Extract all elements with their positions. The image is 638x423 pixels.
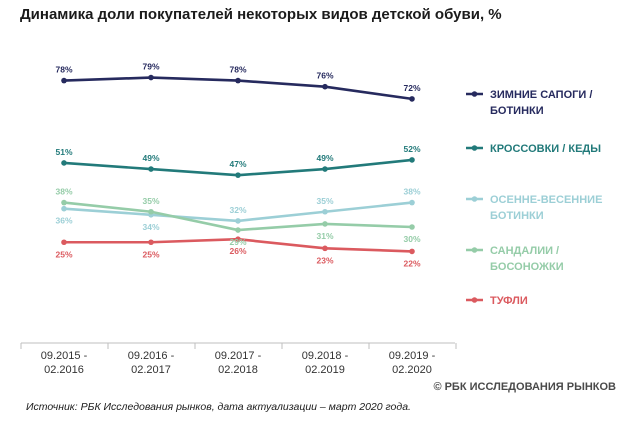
data-point xyxy=(409,248,415,255)
data-label: 52% xyxy=(403,144,420,154)
data-point xyxy=(148,239,154,246)
data-label: 72% xyxy=(403,83,420,93)
data-point xyxy=(409,224,415,230)
data-point xyxy=(235,172,241,178)
legend-label: ОСЕННЕ-ВЕСЕННИЕ БОТИНКИ xyxy=(490,194,602,222)
data-label: 51% xyxy=(55,147,72,157)
data-label: 35% xyxy=(142,196,159,206)
data-label: 76% xyxy=(316,71,333,81)
data-point xyxy=(235,236,241,242)
data-point xyxy=(61,199,67,206)
data-point xyxy=(322,245,328,252)
data-label: 79% xyxy=(142,62,159,72)
x-tick-label: 09.2016 -02.2017 xyxy=(128,350,175,376)
legend-label: ТУФЛИ xyxy=(490,295,528,307)
data-label: 25% xyxy=(55,249,72,259)
chart-title: Динамика доли покупателей некоторых видо… xyxy=(20,6,502,23)
legend-swatch-marker xyxy=(471,297,478,303)
x-tick-label: 09.2018 -02.2019 xyxy=(302,350,349,376)
data-point xyxy=(322,83,328,90)
data-point xyxy=(61,77,67,84)
x-tick-label: 09.2015 -02.2016 xyxy=(41,350,88,376)
data-point xyxy=(61,205,67,212)
data-point xyxy=(235,227,241,233)
data-point xyxy=(148,208,154,215)
data-point xyxy=(322,208,328,215)
x-tick-label: 09.2017 -02.2018 xyxy=(215,350,262,376)
data-label: 35% xyxy=(316,196,333,206)
data-label: 32% xyxy=(229,205,246,215)
data-label: 34% xyxy=(142,222,159,232)
data-label: 38% xyxy=(403,187,420,197)
data-label: 78% xyxy=(229,65,246,75)
legend-swatch-marker xyxy=(471,145,478,151)
data-label: 31% xyxy=(316,231,333,241)
legend-label: КРОССОВКИ / КЕДЫ xyxy=(490,143,601,155)
data-label: 30% xyxy=(403,234,420,244)
data-point xyxy=(322,166,328,172)
legend-swatch-marker xyxy=(471,247,478,253)
data-point xyxy=(61,239,67,246)
data-label: 78% xyxy=(55,65,72,75)
data-point xyxy=(322,221,328,227)
data-point xyxy=(409,96,415,102)
data-point xyxy=(148,74,154,81)
data-point xyxy=(409,199,415,206)
data-label: 26% xyxy=(229,246,246,256)
data-point xyxy=(409,157,415,163)
data-label: 23% xyxy=(316,255,333,265)
legend-swatch-marker xyxy=(471,196,478,202)
source-note: Источник: РБК Исследования рынков, дата … xyxy=(26,401,411,413)
data-label: 29% xyxy=(229,237,246,247)
data-point xyxy=(61,160,67,166)
data-point xyxy=(235,77,241,84)
legend-label: САНДАЛИИ / БОСОНОЖКИ xyxy=(490,245,564,273)
data-label: 36% xyxy=(55,216,72,226)
data-label: 22% xyxy=(403,258,420,268)
data-label: 25% xyxy=(142,249,159,259)
legend-label: ЗИМНИЕ САПОГИ / БОТИНКИ xyxy=(490,89,592,117)
data-label: 38% xyxy=(55,187,72,197)
data-label: 49% xyxy=(142,153,159,163)
legend-swatch-marker xyxy=(471,91,478,97)
copyright-note: © РБК ИССЛЕДОВАНИЯ РЫНКОВ xyxy=(433,381,616,393)
data-point xyxy=(235,218,241,224)
data-point xyxy=(148,166,154,172)
x-tick-label: 09.2019 -02.2020 xyxy=(389,350,436,376)
data-label: 49% xyxy=(316,153,333,163)
data-label: 47% xyxy=(229,159,246,169)
